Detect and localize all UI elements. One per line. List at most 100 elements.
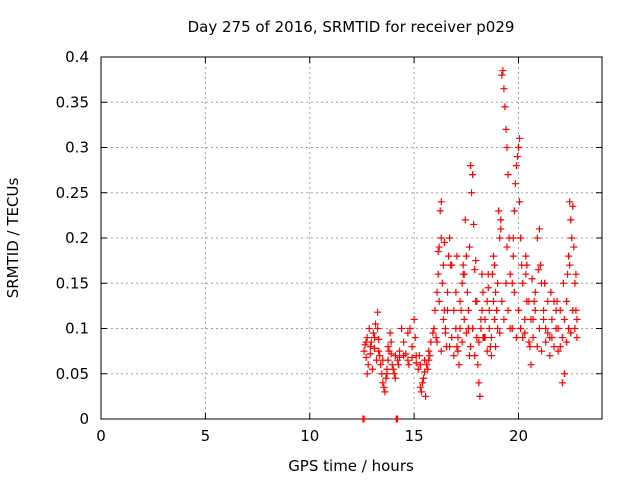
data-point	[469, 325, 477, 332]
data-point	[366, 350, 374, 358]
data-point	[450, 352, 458, 360]
data-point	[363, 334, 371, 342]
data-point	[512, 162, 520, 170]
data-point	[440, 239, 448, 247]
data-point	[499, 67, 507, 75]
data-point	[362, 338, 370, 346]
data-point	[536, 261, 544, 269]
data-point	[570, 243, 578, 251]
data-point	[370, 334, 378, 342]
y-tick-label: 0.05	[56, 365, 89, 383]
data-point	[566, 198, 574, 206]
data-point	[362, 353, 370, 361]
data-point	[515, 306, 522, 314]
data-point	[411, 334, 419, 342]
data-point	[366, 343, 374, 351]
data-point	[455, 361, 463, 369]
data-point	[462, 329, 470, 337]
data-point	[384, 343, 392, 351]
data-point	[433, 288, 441, 296]
data-point	[470, 220, 478, 228]
data-point	[496, 329, 504, 337]
data-point	[405, 361, 413, 369]
data-point	[425, 347, 433, 355]
data-point	[496, 234, 504, 242]
data-point	[487, 352, 495, 360]
y-tick-label: 0	[79, 410, 89, 428]
data-point	[573, 334, 581, 342]
data-point	[565, 252, 573, 260]
data-point	[466, 343, 474, 351]
data-point	[404, 329, 412, 337]
data-point	[531, 306, 539, 314]
x-tick-label: 10	[300, 427, 319, 445]
data-point	[437, 198, 445, 206]
data-point	[490, 315, 498, 323]
data-point	[408, 343, 416, 351]
data-point	[424, 365, 432, 373]
data-point	[515, 144, 522, 151]
y-tick-label: 0.2	[65, 229, 89, 247]
data-point	[528, 275, 536, 283]
data-point	[370, 344, 378, 352]
data-point	[519, 334, 527, 342]
data-point	[546, 352, 554, 360]
data-point	[569, 202, 577, 210]
data-point	[510, 207, 518, 215]
data-point	[396, 353, 404, 361]
data-point	[391, 352, 399, 360]
data-point	[380, 383, 388, 391]
x-axis-label: GPS time / hours	[288, 457, 414, 475]
data-point	[473, 334, 481, 342]
data-point	[542, 325, 550, 332]
data-point	[559, 279, 567, 287]
data-point	[487, 334, 495, 342]
data-point	[567, 216, 575, 224]
data-point	[404, 356, 412, 364]
data-point	[466, 162, 474, 170]
data-point	[540, 315, 548, 323]
data-point	[434, 248, 442, 256]
data-point	[410, 315, 418, 323]
axis-ticks	[100, 56, 602, 420]
data-point	[558, 379, 566, 387]
data-point	[377, 361, 385, 369]
chart-title: Day 275 of 2016, SRMTID for receiver p02…	[188, 18, 515, 36]
data-point	[565, 325, 573, 332]
data-point	[454, 347, 462, 355]
data-point	[521, 329, 529, 337]
data-point	[437, 347, 445, 355]
data-point	[548, 334, 556, 342]
data-point	[376, 352, 384, 360]
data-point	[517, 234, 525, 242]
data-point	[474, 361, 482, 369]
data-point	[531, 288, 539, 296]
data-point	[529, 334, 537, 342]
data-point	[488, 270, 496, 278]
data-point	[560, 370, 568, 378]
data-point	[569, 306, 577, 314]
data-markers	[359, 67, 581, 423]
data-point	[526, 343, 534, 351]
data-point	[453, 343, 461, 351]
data-point	[441, 329, 449, 337]
data-point	[478, 270, 486, 278]
data-point	[439, 261, 447, 269]
data-point	[484, 284, 492, 292]
data-point	[374, 308, 382, 316]
data-point	[452, 288, 460, 296]
data-point	[375, 335, 383, 343]
data-point	[469, 171, 477, 179]
grid	[101, 57, 602, 419]
data-point	[408, 353, 416, 361]
data-point	[389, 365, 397, 373]
data-point	[568, 234, 576, 242]
data-point	[459, 270, 467, 278]
data-point	[471, 266, 479, 274]
data-point	[415, 352, 423, 360]
y-tick-label: 0.1	[65, 320, 89, 338]
data-point	[365, 325, 373, 332]
data-point	[412, 359, 420, 367]
data-point	[560, 315, 568, 323]
x-tick-label: 5	[201, 427, 211, 445]
